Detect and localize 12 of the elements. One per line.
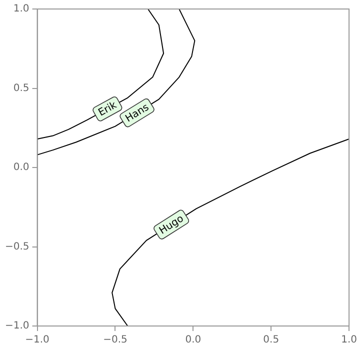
x-tick-label: −0.5 bbox=[103, 334, 128, 346]
x-tick-label: −1.0 bbox=[25, 334, 50, 346]
y-tick-label: −1.0 bbox=[4, 320, 30, 332]
x-tick-label: 0.5 bbox=[263, 334, 280, 346]
y-tick-label: −0.5 bbox=[4, 241, 30, 252]
x-tick-label: 0.0 bbox=[185, 334, 202, 346]
y-tick-label: 1.0 bbox=[13, 4, 30, 15]
text: Erik bbox=[96, 100, 119, 119]
y-tick-label: 0.0 bbox=[13, 162, 30, 174]
text: Hans bbox=[124, 102, 151, 125]
x-tick-label: 1.0 bbox=[341, 334, 357, 346]
y-tick-label: 0.5 bbox=[13, 82, 30, 94]
